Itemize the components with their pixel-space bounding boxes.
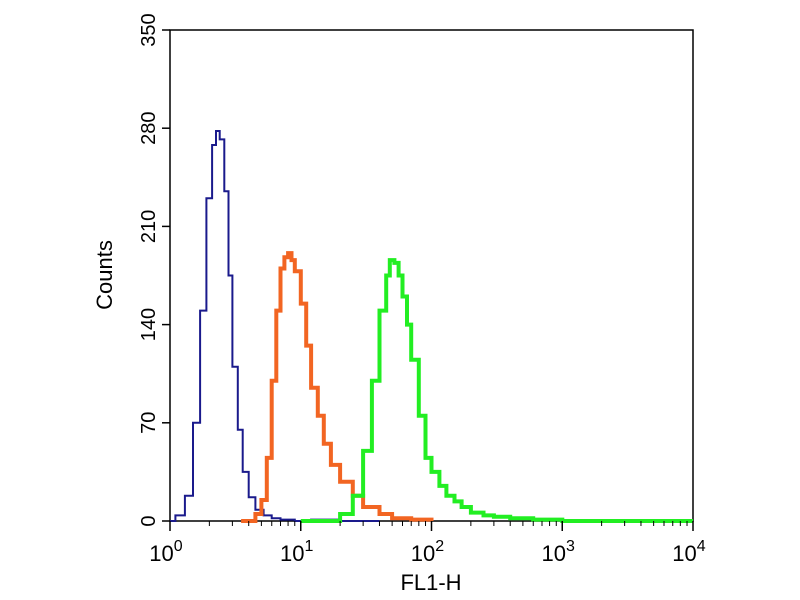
series-0-line bbox=[170, 130, 380, 522]
y-tick-label: 140 bbox=[138, 308, 160, 341]
x-tick-label: 102 bbox=[411, 538, 444, 566]
y-axis: 0 70 140 210 280 350 bbox=[138, 13, 170, 527]
y-axis-label: Counts bbox=[92, 240, 117, 310]
x-axis-label: FL1-H bbox=[400, 570, 461, 595]
x-tick-label: 100 bbox=[149, 538, 182, 566]
x-tick-label: 103 bbox=[542, 538, 575, 566]
y-tick-label: 70 bbox=[138, 412, 160, 434]
x-tick-label: 104 bbox=[672, 538, 705, 566]
y-tick-label: 0 bbox=[138, 515, 160, 526]
y-tick-label: 350 bbox=[138, 13, 160, 46]
y-tick-label: 210 bbox=[138, 210, 160, 243]
series-layer bbox=[170, 130, 693, 523]
plot-area bbox=[169, 29, 694, 522]
series-1-line bbox=[241, 251, 434, 523]
y-tick-label: 280 bbox=[138, 112, 160, 145]
x-tick-label: 101 bbox=[280, 538, 313, 566]
series-2-line bbox=[300, 258, 693, 523]
x-axis: 100 101 102 103 104 bbox=[149, 521, 706, 566]
